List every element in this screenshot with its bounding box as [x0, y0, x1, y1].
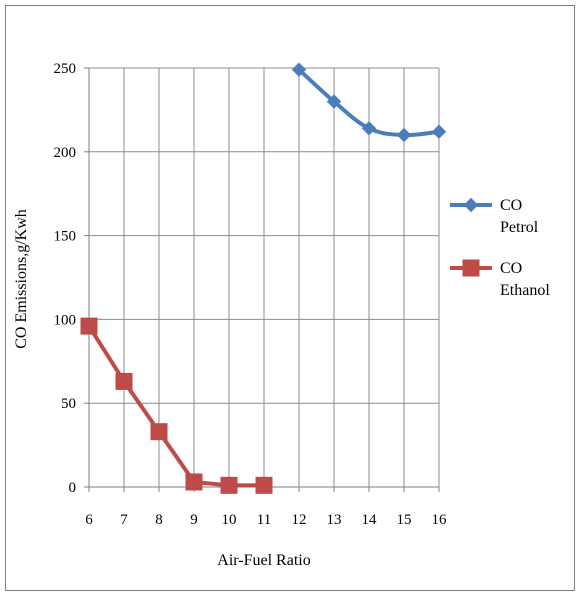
y-tick-label: 250: [54, 61, 77, 77]
legend-item: CO Petrol: [450, 197, 539, 236]
series-line: [87, 325, 264, 488]
legend: CO Petrol CO Ethanol: [450, 197, 550, 299]
x-tick-label: 15: [397, 512, 412, 528]
point-marker: [115, 372, 133, 390]
point-marker: [80, 317, 98, 335]
x-tick-label: 9: [190, 512, 198, 528]
point-marker: [150, 423, 168, 441]
x-tick-label: 13: [327, 512, 342, 528]
series-layer: [80, 62, 447, 494]
x-tick-labels: 6 7 8 9 10 11 12 13 14 15 16: [85, 512, 447, 528]
legend-label: CO: [500, 197, 522, 214]
point-marker: [326, 94, 342, 109]
x-tick-label: 8: [155, 512, 163, 528]
y-axis-title: CO Emissions,g/Kwh: [13, 209, 30, 349]
x-tick-label: 11: [257, 512, 271, 528]
x-tick-label: 7: [120, 512, 128, 528]
series-co-petrol: [291, 62, 447, 143]
legend-label: Ethanol: [500, 282, 550, 299]
legend-label: CO: [500, 260, 522, 277]
y-tick-labels: 0 50 100 150 200 250: [54, 61, 77, 496]
x-tick-label: 6: [85, 512, 93, 528]
point-marker: [185, 473, 203, 491]
point-marker: [291, 62, 307, 77]
chart-frame: [5, 5, 575, 591]
x-tick-label: 14: [362, 512, 378, 528]
series-co-ethanol: [80, 317, 273, 494]
y-tick-label: 50: [61, 396, 76, 412]
point-marker: [396, 127, 412, 143]
y-tick-label: 150: [54, 229, 77, 245]
legend-label: Petrol: [500, 219, 539, 236]
point-marker: [220, 476, 238, 494]
point-marker: [361, 121, 377, 136]
point-marker: [463, 197, 479, 213]
y-tick-label: 200: [54, 145, 77, 161]
point-marker: [462, 259, 480, 277]
point-marker: [431, 124, 447, 139]
y-tick-label: 100: [54, 312, 77, 328]
x-tick-label: 16: [432, 512, 448, 528]
y-tick-label: 0: [69, 480, 77, 496]
x-axis-title: Air-Fuel Ratio: [217, 552, 310, 569]
point-marker: [255, 476, 273, 494]
x-tick-label: 12: [292, 512, 307, 528]
x-tick-label: 10: [222, 512, 237, 528]
legend-item: CO Ethanol: [450, 259, 550, 299]
